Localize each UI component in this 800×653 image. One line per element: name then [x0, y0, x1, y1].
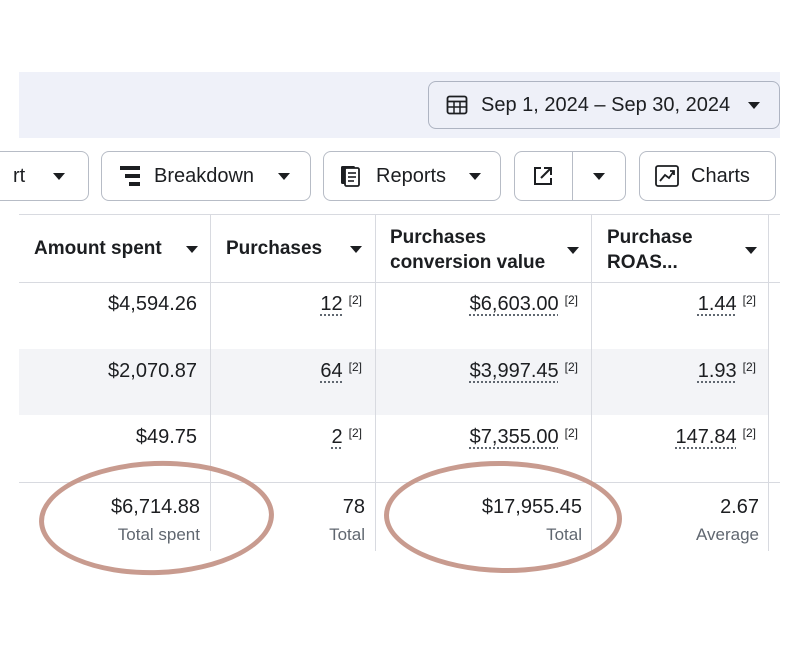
column-header-label: Purchase	[607, 227, 693, 248]
caret-down-icon[interactable]	[567, 247, 579, 254]
conversion-value-cell[interactable]: $3,997.45 [2]	[470, 360, 578, 383]
purchases-cell[interactable]: 2 [2]	[332, 426, 362, 449]
export-button[interactable]	[515, 152, 572, 200]
conversion-value[interactable]: $6,603.00	[469, 293, 559, 315]
caret-down-icon[interactable]	[350, 246, 362, 253]
export-icon	[534, 167, 552, 185]
total-purchases-label: Total	[329, 525, 365, 544]
purchases-value[interactable]: 12	[320, 293, 343, 315]
total-amount-spent: $6,714.88	[111, 496, 200, 518]
column-divider	[768, 214, 769, 551]
purchases-cell[interactable]: 12 [2]	[320, 293, 362, 316]
footnote-marker: [2]	[742, 426, 756, 440]
total-conversion-value: $17,955.45	[481, 496, 582, 518]
footnote-marker: [2]	[348, 426, 362, 440]
column-header-conversion-value[interactable]: Purchases conversion value	[390, 225, 580, 275]
roas-value[interactable]: 147.84	[675, 426, 737, 448]
conversion-value-cell[interactable]: $7,355.00 [2]	[470, 426, 578, 449]
header-divider	[19, 282, 780, 283]
column-header-label: ROAS...	[607, 252, 678, 273]
amount-spent-cell: $49.75	[135, 426, 197, 448]
amount-spent-cell: $4,594.26	[108, 293, 197, 315]
footnote-marker: [2]	[742, 360, 756, 374]
column-divider	[591, 214, 592, 551]
average-roas-label: Average	[695, 525, 759, 544]
conversion-value[interactable]: $3,997.45	[469, 360, 559, 382]
column-header-label: Purchases	[390, 227, 487, 248]
amount-spent-cell: $2,070.87	[108, 360, 197, 382]
column-header-label: Purchases	[226, 238, 323, 259]
purchases-cell[interactable]: 64 [2]	[320, 360, 362, 383]
conversion-value-cell[interactable]: $6,603.00 [2]	[470, 293, 578, 316]
caret-down-icon[interactable]	[186, 246, 198, 253]
purchases-value[interactable]: 64	[320, 360, 343, 382]
caret-down-icon	[593, 173, 605, 180]
reports-label: Reports	[376, 164, 447, 187]
total-conversion-value-label: Total	[546, 525, 582, 544]
footnote-marker: [2]	[348, 360, 362, 374]
caret-down-icon	[53, 173, 65, 180]
column-divider	[375, 214, 376, 551]
caret-down-icon	[278, 173, 290, 180]
breakdown-label: Breakdown	[154, 164, 255, 187]
roas-value[interactable]: 1.93	[697, 360, 737, 382]
caret-down-icon	[748, 101, 761, 109]
footnote-marker: [2]	[564, 360, 578, 374]
calendar-icon	[446, 95, 468, 115]
footnote-marker: [2]	[564, 426, 578, 440]
footnote-marker: [2]	[742, 293, 756, 307]
date-range-label: Sep 1, 2024 – Sep 30, 2024	[481, 93, 731, 116]
total-purchases: 78	[342, 496, 365, 518]
button-divider	[572, 152, 573, 200]
annotation-circle-total-spent	[37, 456, 276, 580]
column-divider	[210, 214, 211, 551]
export-button-group	[514, 151, 626, 201]
table-top-border	[19, 214, 780, 215]
table-row-stripe	[19, 349, 768, 415]
column-header-amount-spent[interactable]: Amount spent	[34, 236, 198, 261]
charts-icon	[655, 165, 679, 187]
breakdown-icon	[120, 166, 140, 186]
roas-value[interactable]: 1.44	[697, 293, 737, 315]
column-header-label: Amount spent	[34, 238, 162, 259]
average-roas: 2.67	[720, 496, 759, 518]
reports-icon	[341, 166, 360, 187]
breakdown-button[interactable]: Breakdown	[101, 151, 311, 201]
annotation-circle-total-conversion-value	[383, 458, 623, 576]
charts-button[interactable]: Charts	[639, 151, 776, 201]
column-header-purchase-roas[interactable]: Purchase ROAS...	[607, 225, 762, 275]
partial-button-label: rt	[13, 164, 26, 187]
column-header-purchases[interactable]: Purchases	[226, 236, 366, 261]
date-range-picker[interactable]: Sep 1, 2024 – Sep 30, 2024	[428, 81, 780, 129]
conversion-value[interactable]: $7,355.00	[469, 426, 559, 448]
charts-label: Charts	[691, 164, 750, 187]
footnote-marker: [2]	[348, 293, 362, 307]
column-header-label: conversion value	[390, 252, 546, 273]
roas-cell[interactable]: 1.93 [2]	[698, 360, 756, 383]
caret-down-icon	[469, 173, 481, 180]
footnote-marker: [2]	[564, 293, 578, 307]
totals-divider	[19, 482, 780, 483]
export-partial-button[interactable]: rt	[0, 151, 89, 201]
purchases-value[interactable]: 2	[331, 426, 343, 448]
total-amount-spent-label: Total spent	[117, 525, 200, 544]
caret-down-icon[interactable]	[745, 247, 757, 254]
roas-cell[interactable]: 1.44 [2]	[698, 293, 756, 316]
reports-button[interactable]: Reports	[323, 151, 501, 201]
roas-cell[interactable]: 147.84 [2]	[675, 426, 756, 449]
export-dropdown-button[interactable]	[573, 152, 625, 200]
